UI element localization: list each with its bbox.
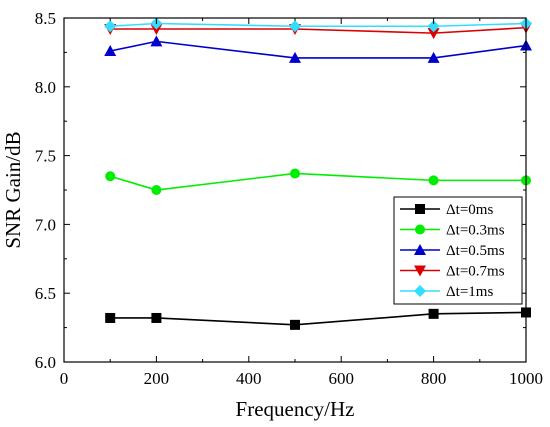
- series-line: [109, 172, 526, 191]
- x-tick-label: 200: [144, 369, 170, 388]
- data-point: [427, 51, 440, 63]
- legend-label: Δt=1ms: [446, 284, 493, 300]
- data-point: [105, 171, 116, 182]
- series-line: [110, 40, 527, 59]
- legend-marker: [415, 204, 425, 214]
- data-point: [428, 308, 439, 319]
- x-tick-label: 600: [328, 369, 354, 388]
- y-tick-label: 7.5: [35, 147, 56, 166]
- x-tick-label: 800: [421, 369, 447, 388]
- data-point: [150, 35, 163, 47]
- legend-label: Δt=0.3ms: [446, 223, 505, 239]
- legend-marker: [414, 244, 426, 255]
- y-tick-label: 6.0: [35, 353, 56, 372]
- data-point: [104, 20, 117, 33]
- data-point: [105, 312, 116, 323]
- plot-frame: [63, 17, 527, 363]
- data-point: [290, 319, 300, 330]
- legend-label: Δt=0.7ms: [446, 264, 505, 280]
- y-tick-label: 6.5: [35, 284, 56, 303]
- x-tick-label: 0: [60, 369, 69, 388]
- legend-marker: [414, 285, 426, 297]
- data-point: [427, 20, 440, 33]
- series-line: [110, 311, 527, 326]
- legend-marker: [414, 265, 426, 277]
- data-point: [150, 24, 163, 36]
- legend-marker: [415, 224, 425, 235]
- data-point: [289, 20, 301, 33]
- y-tick-label: 8.0: [35, 78, 56, 97]
- data-point: [427, 28, 440, 40]
- data-point: [151, 312, 162, 323]
- data-point: [104, 45, 117, 57]
- legend: Δt=0ms Δt=0.3ms Δt=0.5ms Δt=0.7ms Δt=1ms: [393, 196, 523, 305]
- y-tick-label: 7.0: [35, 215, 56, 234]
- data-point: [290, 168, 300, 179]
- series-line: [110, 22, 527, 28]
- y-axis-title: SNR Gain/dB: [1, 131, 25, 248]
- series-line: [110, 26, 527, 34]
- data-point: [151, 185, 162, 195]
- legend-label: Δt=0ms: [446, 202, 493, 218]
- x-tick-label: 400: [236, 369, 262, 388]
- data-point: [289, 51, 301, 63]
- x-tick-label: 1000: [509, 369, 543, 388]
- data-point: [428, 175, 439, 186]
- legend-label: Δt=0.5ms: [446, 243, 505, 259]
- y-tick-label: 8.5: [35, 9, 56, 28]
- x-axis-title: Frequency/Hz: [236, 397, 355, 421]
